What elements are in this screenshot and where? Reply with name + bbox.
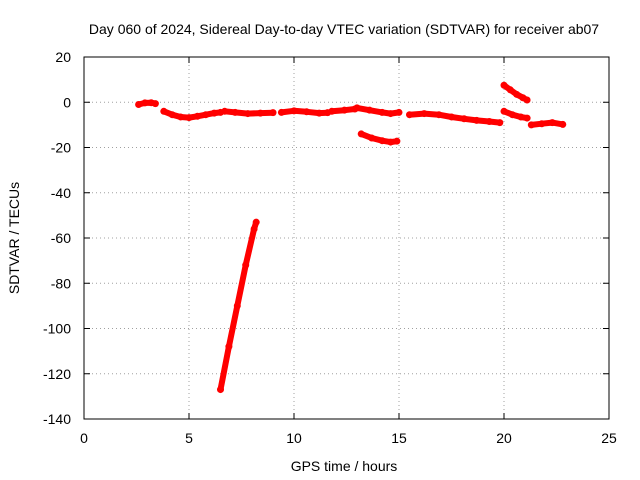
data-point (387, 110, 395, 118)
data-point (538, 120, 546, 128)
data-point (395, 108, 403, 116)
data-point (496, 119, 504, 127)
y-tick-label: -40 (51, 185, 71, 201)
data-point (225, 343, 233, 351)
data-point (217, 386, 224, 394)
data-point (378, 137, 386, 145)
series-arc-11 (528, 119, 566, 128)
data-point (435, 111, 443, 119)
data-point (523, 114, 531, 122)
y-tick-label: 0 (63, 94, 71, 110)
data-point (366, 106, 374, 114)
data-point (252, 218, 260, 226)
data-point (420, 110, 428, 118)
axis-ticks: 0 5 10 15 20 25 20 0 -20 -40 -60 -80 -100 -120 -140 (43, 49, 617, 446)
data-point (303, 108, 311, 116)
data-point (328, 107, 336, 115)
data-point (250, 225, 258, 233)
data-point (448, 113, 455, 121)
x-tick-label: 10 (286, 430, 302, 446)
data-point (210, 109, 218, 117)
y-tick-label: 20 (55, 49, 71, 65)
data-point (193, 112, 201, 120)
data-point (406, 111, 413, 119)
y-tick-label: -60 (51, 230, 71, 246)
x-axis-label: GPS time / hours (291, 458, 398, 474)
x-tick-label: 5 (185, 430, 193, 446)
data-point (160, 107, 168, 115)
data-point (231, 108, 239, 116)
x-tick-label: 20 (496, 430, 512, 446)
data-point (244, 110, 252, 118)
data-point (315, 109, 323, 117)
data-point (242, 261, 250, 269)
data-point (269, 109, 277, 117)
data-point (393, 137, 401, 145)
y-tick-label: -120 (43, 366, 71, 382)
data-point (151, 100, 159, 108)
data-point (277, 108, 285, 116)
data-point (368, 134, 376, 142)
data-point (485, 117, 493, 125)
data-point (177, 113, 185, 121)
y-tick-label: -20 (51, 140, 71, 156)
data-point (221, 107, 229, 115)
data-point (527, 121, 535, 129)
data-point (233, 302, 241, 310)
data-point (290, 107, 298, 115)
y-tick-label: -100 (43, 321, 71, 337)
data-point (523, 96, 531, 104)
data-point (340, 106, 348, 114)
data-point (473, 116, 481, 124)
data-point (500, 81, 508, 89)
data-point (517, 113, 525, 121)
x-tick-label: 0 (80, 430, 88, 446)
data-point (357, 130, 365, 138)
y-axis-label: SDTVAR / TECUs (6, 182, 22, 294)
data-point (168, 111, 176, 119)
x-tick-label: 25 (601, 430, 617, 446)
data-point (506, 86, 514, 94)
data-point (548, 119, 556, 127)
data-point (500, 107, 508, 115)
y-tick-label: -80 (51, 275, 71, 291)
x-tick-label: 15 (391, 430, 407, 446)
data-point (460, 115, 468, 123)
data-point (202, 111, 210, 119)
data-point (353, 104, 361, 112)
series-group (135, 81, 567, 394)
data-point (559, 120, 567, 128)
data-point (513, 90, 521, 98)
data-point (185, 114, 193, 122)
data-point (387, 138, 395, 146)
data-point (135, 101, 143, 109)
data-point (141, 99, 149, 107)
data-point (508, 111, 516, 119)
chart-title: Day 060 of 2024, Sidereal Day-to-day VTE… (89, 21, 599, 37)
data-point (256, 109, 264, 117)
data-point (378, 108, 386, 116)
y-tick-label: -140 (43, 411, 71, 427)
